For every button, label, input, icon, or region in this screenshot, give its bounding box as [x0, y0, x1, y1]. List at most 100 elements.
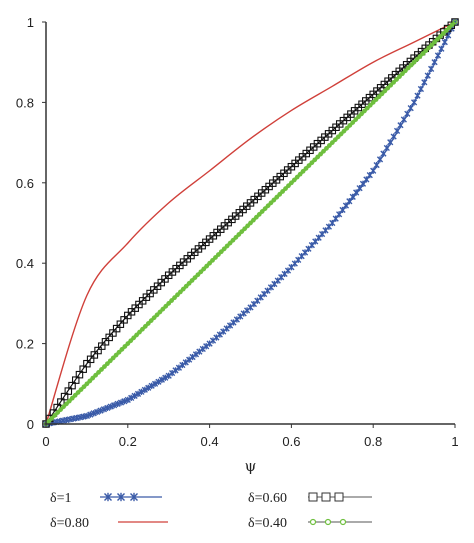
data-point: [157, 309, 163, 315]
data-point: [393, 127, 401, 134]
y-tick-label: 1: [27, 15, 34, 30]
data-point: [380, 150, 387, 157]
y-tick-label: 0.4: [16, 256, 34, 271]
legend-marker: [104, 492, 112, 502]
data-point: [431, 59, 438, 66]
data-point: [189, 353, 196, 361]
data-point: [426, 45, 432, 51]
series-line: [45, 21, 456, 425]
data-point: [414, 56, 420, 62]
data-point: [141, 386, 148, 393]
data-point: [271, 197, 277, 203]
data-point: [107, 358, 113, 364]
data-point: [291, 177, 297, 183]
data-point: [391, 79, 397, 85]
legend-label: δ=0.40: [248, 516, 287, 531]
data-point: [221, 246, 227, 252]
data-point: [179, 361, 186, 369]
data-point: [230, 237, 236, 243]
data-point: [151, 315, 157, 321]
data-point: [169, 298, 174, 303]
data-point: [407, 104, 414, 112]
data-point: [387, 139, 394, 146]
data-point: [233, 235, 239, 240]
data-point: [83, 412, 90, 420]
data-point: [382, 88, 388, 94]
y-tick-label: 0.6: [16, 176, 34, 191]
data-point: [172, 367, 179, 374]
data-point: [148, 318, 154, 323]
data-point: [75, 390, 81, 395]
data-point: [338, 131, 344, 137]
data-point: [286, 183, 291, 189]
series-3: [43, 19, 458, 427]
y-tick-label: 0: [27, 417, 34, 432]
axes: [45, 22, 455, 425]
data-point: [151, 380, 159, 387]
data-point: [158, 376, 165, 383]
legend-label: δ=1: [50, 491, 72, 506]
data-point: [87, 411, 94, 418]
data-point: [451, 18, 459, 26]
data-point: [274, 194, 280, 200]
data-point: [189, 278, 195, 283]
data-point: [116, 349, 122, 355]
data-point: [84, 381, 90, 387]
data-point: [134, 390, 142, 397]
data-point: [405, 65, 411, 71]
data-point: [138, 388, 145, 395]
data-point: [242, 226, 248, 232]
data-point: [97, 407, 104, 414]
data-point: [402, 68, 408, 74]
data-point: [309, 160, 315, 166]
legend-marker: [321, 492, 331, 502]
data-point: [383, 144, 390, 152]
legend-marker: [324, 518, 332, 526]
data-point: [353, 117, 359, 122]
data-point: [370, 167, 377, 174]
data-point: [417, 85, 425, 93]
data-point: [213, 255, 218, 260]
data-point: [55, 410, 61, 415]
data-point: [117, 399, 125, 406]
x-tick-label: 0.4: [201, 434, 219, 449]
data-point: [362, 108, 367, 114]
data-point: [140, 326, 145, 332]
data-point: [280, 189, 285, 194]
data-point: [277, 191, 283, 197]
data-point: [122, 344, 128, 349]
data-point: [183, 283, 189, 289]
data-point: [359, 111, 364, 117]
data-point: [297, 171, 303, 177]
data-point: [175, 364, 183, 371]
data-point: [111, 402, 118, 409]
data-point: [312, 157, 318, 163]
data-point: [438, 45, 445, 52]
data-point: [327, 143, 332, 148]
data-point: [102, 364, 107, 369]
data-point: [414, 92, 421, 99]
data-point: [163, 303, 169, 309]
data-point: [394, 77, 399, 82]
data-point: [379, 91, 385, 97]
data-point: [440, 31, 446, 36]
data-point: [347, 123, 353, 128]
data-point: [373, 97, 379, 102]
x-axis-label: ψ: [245, 457, 257, 475]
data-point: [452, 19, 458, 25]
data-point: [204, 263, 210, 269]
legend-marker: [339, 518, 347, 526]
data-point: [180, 286, 186, 292]
data-point: [423, 48, 429, 54]
data-point: [411, 59, 417, 65]
data-point: [388, 82, 394, 88]
legend-item: δ=1: [50, 491, 162, 506]
data-point: [262, 206, 268, 211]
data-point: [435, 36, 440, 42]
data-point: [199, 345, 206, 353]
data-point: [397, 122, 404, 129]
data-point: [303, 166, 309, 171]
data-point: [449, 22, 455, 28]
data-point: [69, 395, 75, 401]
legend-marker: [117, 492, 125, 502]
